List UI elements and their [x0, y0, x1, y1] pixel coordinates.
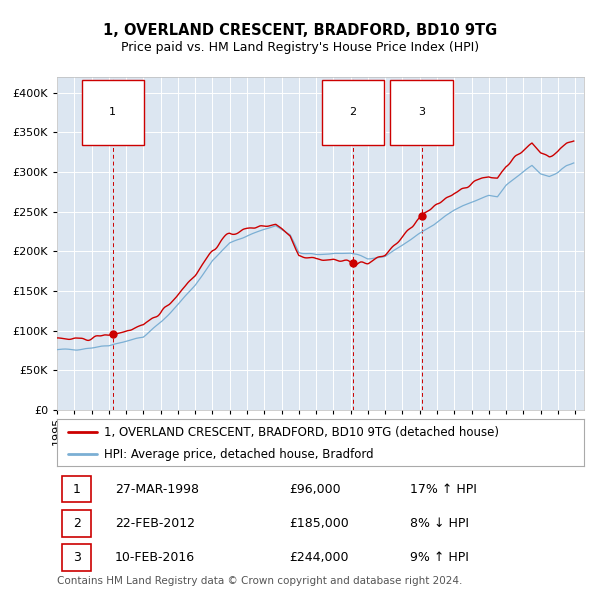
Text: 1: 1 [73, 483, 80, 496]
Text: £96,000: £96,000 [289, 483, 340, 496]
Text: 1, OVERLAND CRESCENT, BRADFORD, BD10 9TG (detached house): 1, OVERLAND CRESCENT, BRADFORD, BD10 9TG… [104, 425, 499, 438]
Text: 3: 3 [73, 551, 80, 564]
Text: 9% ↑ HPI: 9% ↑ HPI [410, 551, 469, 564]
Text: £244,000: £244,000 [289, 551, 348, 564]
Text: 1, OVERLAND CRESCENT, BRADFORD, BD10 9TG: 1, OVERLAND CRESCENT, BRADFORD, BD10 9TG [103, 24, 497, 38]
Text: £185,000: £185,000 [289, 517, 349, 530]
FancyBboxPatch shape [62, 510, 91, 537]
Text: 1: 1 [109, 107, 116, 117]
Text: Contains HM Land Registry data © Crown copyright and database right 2024.: Contains HM Land Registry data © Crown c… [57, 576, 463, 586]
Text: HPI: Average price, detached house, Bradford: HPI: Average price, detached house, Brad… [104, 448, 374, 461]
Text: 2: 2 [349, 107, 356, 117]
Text: 10-FEB-2016: 10-FEB-2016 [115, 551, 195, 564]
Text: 8% ↓ HPI: 8% ↓ HPI [410, 517, 469, 530]
Text: 22-FEB-2012: 22-FEB-2012 [115, 517, 195, 530]
FancyBboxPatch shape [62, 476, 91, 503]
FancyBboxPatch shape [62, 544, 91, 571]
Text: 17% ↑ HPI: 17% ↑ HPI [410, 483, 477, 496]
Text: 27-MAR-1998: 27-MAR-1998 [115, 483, 199, 496]
Text: 2: 2 [73, 517, 80, 530]
Text: Price paid vs. HM Land Registry's House Price Index (HPI): Price paid vs. HM Land Registry's House … [121, 41, 479, 54]
Text: 3: 3 [418, 107, 425, 117]
